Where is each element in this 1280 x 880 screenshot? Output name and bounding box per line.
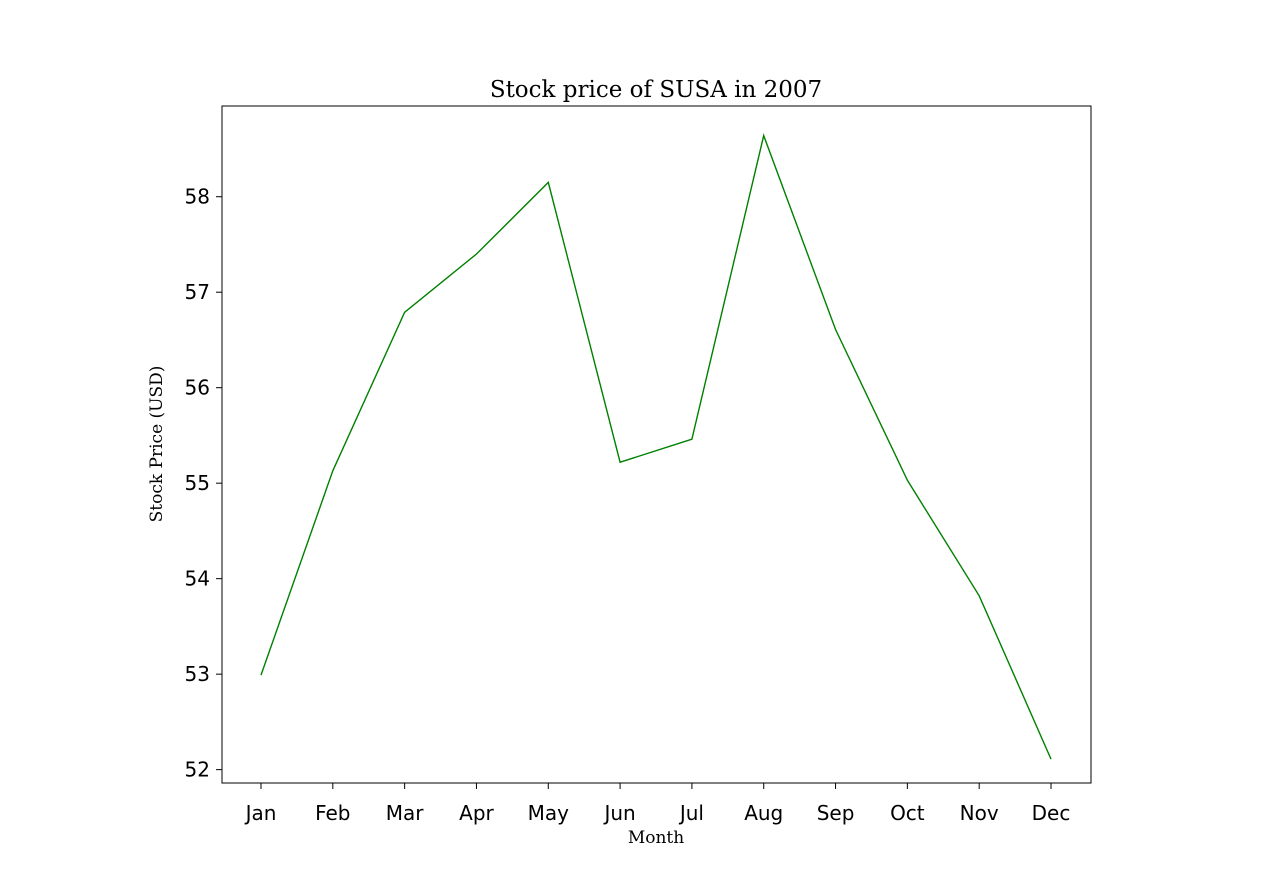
y-tick-label: 55 xyxy=(185,471,210,495)
x-tick-label: Feb xyxy=(315,801,350,825)
x-tick-label: Jul xyxy=(678,801,704,825)
y-axis: 52 53 54 55 56 57 58 xyxy=(185,185,222,782)
y-axis-label: Stock Price (USD) xyxy=(147,366,167,523)
y-tick-label: 53 xyxy=(185,662,210,686)
x-tick-label: Jan xyxy=(244,801,277,825)
x-tick-label: Dec xyxy=(1032,801,1071,825)
y-tick-label: 58 xyxy=(185,185,210,209)
plot-area-frame xyxy=(221,105,1092,784)
x-tick-label: May xyxy=(528,801,570,825)
series-group xyxy=(260,133,1052,760)
x-tick-label: Oct xyxy=(890,801,925,825)
x-tick-label: Mar xyxy=(386,801,425,825)
y-tick-label: 56 xyxy=(185,376,210,400)
x-tick-label: Nov xyxy=(960,801,999,825)
x-tick-label: Sep xyxy=(817,801,855,825)
x-axis-label: Month xyxy=(628,828,684,848)
y-tick-label: 57 xyxy=(185,280,210,304)
x-axis: Jan Feb Mar Apr May Jun Jul Aug Sep Oct Nov Dec xyxy=(244,783,1071,825)
x-tick-label: Aug xyxy=(744,801,783,825)
x-tick-label: Apr xyxy=(459,801,494,825)
y-tick-label: 54 xyxy=(185,567,210,591)
chart-title: Stock price of SUSA in 2007 xyxy=(490,77,822,103)
x-tick-label: Jun xyxy=(602,801,635,825)
series-line-0 xyxy=(260,133,1052,760)
y-tick-label: 52 xyxy=(185,758,210,782)
